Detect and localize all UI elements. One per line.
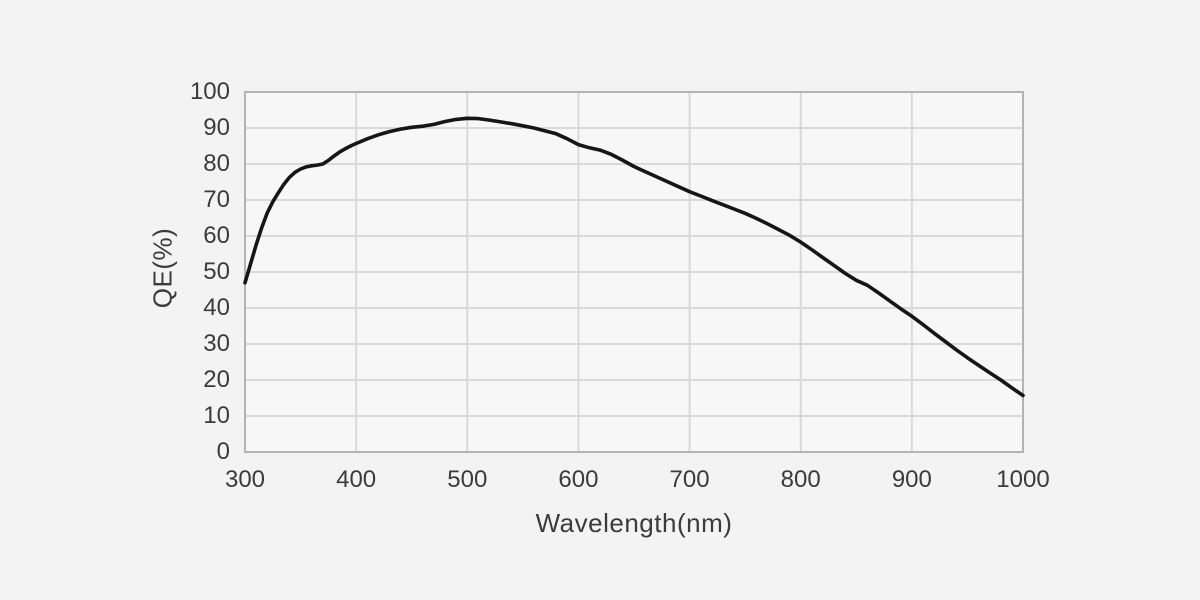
x-axis-title: Wavelength(nm) [535,508,733,538]
x-tick-label: 700 [669,466,710,493]
y-tick-label: 60 [203,222,230,249]
y-tick-label: 30 [203,330,230,357]
qe-curve [243,116,1025,398]
x-tick-label: 400 [336,466,377,493]
x-tick-label: 800 [780,466,821,493]
y-tick-label: 10 [203,402,230,429]
x-tick-label: 1000 [996,466,1050,493]
y-tick-label: 20 [203,366,230,393]
y-tick-label: 70 [203,186,230,213]
y-tick-label: 40 [203,294,230,321]
y-tick-label: 100 [189,78,230,105]
y-tick-label: 80 [203,150,230,177]
x-tick-label: 600 [558,466,599,493]
y-tick-label: 90 [203,114,230,141]
y-tick-label: 0 [216,438,230,465]
y-tick-label: 50 [203,258,230,285]
x-tick-label: 500 [447,466,488,493]
x-axis-title-row: Wavelength(nm) [0,508,1200,539]
x-tick-label: 900 [891,466,932,493]
x-tick-label: 300 [224,466,266,493]
plot-border [244,91,1024,453]
